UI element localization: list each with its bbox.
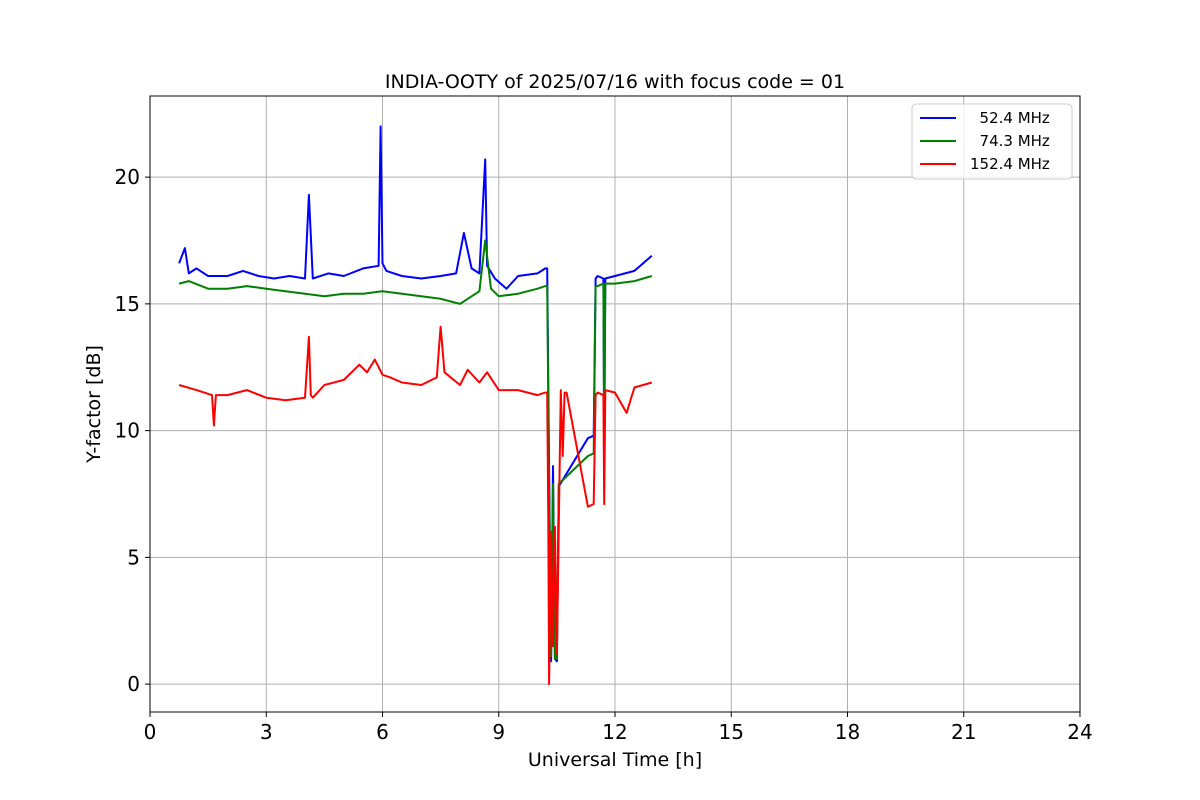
legend-label-0: 52.4 MHz [970, 109, 1050, 127]
series-line-0 [178, 125, 653, 663]
chart-title: INDIA-OOTY of 2025/07/16 with focus code… [385, 71, 845, 93]
legend-box [911, 103, 1073, 180]
tick-layer: 0 3 6 9 12 15 18 21 24 0 5 10 15 20 [115, 165, 1093, 744]
legend-label-2: 152.4 MHz [970, 155, 1050, 173]
x-tick-label: 0 [144, 720, 157, 744]
x-tick-label: 3 [260, 720, 273, 744]
y-tick-label: 5 [127, 545, 140, 569]
y-tick-label: 10 [115, 419, 140, 443]
series-line-2 [178, 325, 653, 686]
x-tick-label: 12 [602, 720, 627, 744]
legend-label-1: 74.3 MHz [970, 132, 1050, 150]
x-tick-label: 24 [1067, 720, 1092, 744]
x-tick-label: 6 [376, 720, 389, 744]
y-tick-label: 15 [115, 292, 140, 316]
x-tick-label: 15 [719, 720, 744, 744]
series-line-1 [178, 239, 653, 660]
x-tick-label: 9 [492, 720, 505, 744]
x-tick-label: 18 [835, 720, 860, 744]
x-tick-label: 21 [951, 720, 976, 744]
series-layer [178, 125, 653, 686]
x-axis-label: Universal Time [h] [528, 749, 702, 771]
y-tick-label: 0 [127, 672, 140, 696]
y-tick-label: 20 [115, 165, 140, 189]
legend: 52.4 MHz 74.3 MHz 152.4 MHz [911, 103, 1073, 180]
y-axis-label: Y-factor [dB] [83, 345, 105, 464]
